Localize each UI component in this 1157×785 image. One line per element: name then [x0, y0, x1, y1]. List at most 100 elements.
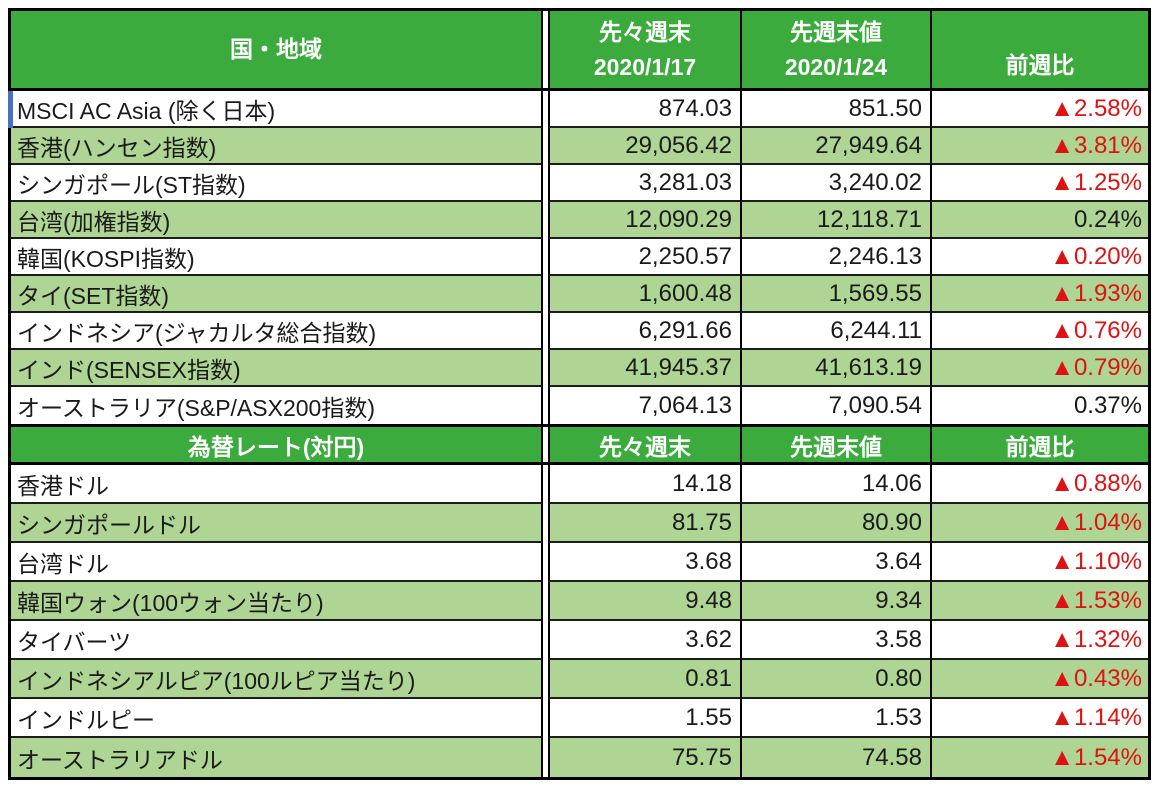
- cell-prev-weekend-value[interactable]: 3.62: [548, 621, 740, 660]
- cell-prev-weekend-value[interactable]: 12,090.29: [548, 202, 740, 239]
- cell-country-label[interactable]: タイ(SET指数): [11, 276, 543, 313]
- cell-prev-weekend-value[interactable]: 41,945.37: [548, 350, 740, 387]
- cell-country-label[interactable]: シンガポールドル: [11, 504, 543, 543]
- cell-last-weekend-value[interactable]: 2,246.13: [740, 239, 930, 276]
- column-divider-gap: [543, 276, 548, 313]
- cell-last-weekend-value[interactable]: 3.64: [740, 543, 930, 582]
- cell-country-label[interactable]: オーストラリア(S&P/ASX200指数): [11, 387, 543, 424]
- cell-prev-weekend-value[interactable]: 75.75: [548, 738, 740, 777]
- header-fx-prev-weekend[interactable]: 先々週末: [548, 424, 740, 465]
- cell-week-change[interactable]: 0.24%: [930, 202, 1148, 239]
- table-row: 香港ドル 14.18 14.06 ▲0.88%: [11, 465, 1148, 504]
- cell-week-change[interactable]: ▲1.25%: [930, 165, 1148, 202]
- header-fx-rate-vs-yen[interactable]: 為替レート(対円): [11, 424, 543, 465]
- cell-country-label[interactable]: インドネシア(ジャカルタ総合指数): [11, 313, 543, 350]
- cell-week-change[interactable]: ▲1.14%: [930, 699, 1148, 738]
- cell-week-change[interactable]: ▲0.43%: [930, 660, 1148, 699]
- cell-last-weekend-value[interactable]: 14.06: [740, 465, 930, 504]
- cell-last-weekend-value[interactable]: 1.53: [740, 699, 930, 738]
- column-divider-gap: [543, 91, 548, 128]
- cell-week-change[interactable]: ▲0.20%: [930, 239, 1148, 276]
- cell-prev-weekend-value[interactable]: 9.48: [548, 582, 740, 621]
- header-fx-last-weekend[interactable]: 先週末値: [740, 424, 930, 465]
- cell-week-change[interactable]: ▲1.93%: [930, 276, 1148, 313]
- header-prev-weekend-label: 先々週末: [599, 19, 691, 45]
- cell-prev-weekend-value[interactable]: 1.55: [548, 699, 740, 738]
- cell-week-change[interactable]: ▲3.81%: [930, 128, 1148, 165]
- cell-prev-weekend-value[interactable]: 3,281.03: [548, 165, 740, 202]
- cell-last-weekend-value[interactable]: 74.58: [740, 738, 930, 777]
- column-divider-gap: [543, 504, 548, 543]
- header-last-weekend-date: 2020/1/24: [784, 53, 888, 80]
- cell-prev-weekend-value[interactable]: 29,056.42: [548, 128, 740, 165]
- cell-country-label[interactable]: 台湾ドル: [11, 543, 543, 582]
- cell-country-label[interactable]: インド(SENSEX指数): [11, 350, 543, 387]
- cell-last-weekend-value[interactable]: 41,613.19: [740, 350, 930, 387]
- cell-country-label[interactable]: 台湾(加権指数): [11, 202, 543, 239]
- cell-last-weekend-value[interactable]: 12,118.71: [740, 202, 930, 239]
- header-last-weekend-label: 先週末値: [790, 19, 882, 45]
- column-divider-gap: [543, 582, 548, 621]
- cell-week-change[interactable]: 0.37%: [930, 387, 1148, 424]
- cell-country-label[interactable]: インドネシアルピア(100ルピア当たり): [11, 660, 543, 699]
- column-divider-gap: [543, 387, 548, 424]
- cell-prev-weekend-value[interactable]: 7,064.13: [548, 387, 740, 424]
- cell-prev-weekend-value[interactable]: 81.75: [548, 504, 740, 543]
- cell-country-label[interactable]: オーストラリアドル: [11, 738, 543, 777]
- cell-week-change[interactable]: ▲0.76%: [930, 313, 1148, 350]
- table-row: インドルピー 1.55 1.53 ▲1.14%: [11, 699, 1148, 738]
- cell-last-weekend-value[interactable]: 6,244.11: [740, 313, 930, 350]
- cell-last-weekend-value[interactable]: 3,240.02: [740, 165, 930, 202]
- cell-last-weekend-value[interactable]: 27,949.64: [740, 128, 930, 165]
- cell-country-label[interactable]: インドルピー: [11, 699, 543, 738]
- cell-last-weekend-value[interactable]: 851.50: [740, 91, 930, 128]
- table-row: シンガポール(ST指数) 3,281.03 3,240.02 ▲1.25%: [11, 165, 1148, 202]
- header-country-region[interactable]: 国・地域: [11, 11, 543, 91]
- table-row: インド(SENSEX指数) 41,945.37 41,613.19 ▲0.79%: [11, 350, 1148, 387]
- cell-last-weekend-value[interactable]: 1,569.55: [740, 276, 930, 313]
- header-last-weekend[interactable]: 先週末値 2020/1/24: [740, 11, 930, 91]
- asia-markets-table: 国・地域 先々週末 2020/1/17 先週末値 2020/1/24 前週比 M…: [8, 8, 1151, 780]
- column-divider-gap: [543, 424, 548, 465]
- cell-country-label[interactable]: シンガポール(ST指数): [11, 165, 543, 202]
- cell-country-label[interactable]: 香港ドル: [11, 465, 543, 504]
- cell-week-change[interactable]: ▲0.88%: [930, 465, 1148, 504]
- cell-country-label[interactable]: 香港(ハンセン指数): [11, 128, 543, 165]
- table-row: タイバーツ 3.62 3.58 ▲1.32%: [11, 621, 1148, 660]
- header-prev-weekend[interactable]: 先々週末 2020/1/17: [548, 11, 740, 91]
- cell-prev-weekend-value[interactable]: 1,600.48: [548, 276, 740, 313]
- cell-week-change[interactable]: ▲1.53%: [930, 582, 1148, 621]
- cell-last-weekend-value[interactable]: 9.34: [740, 582, 930, 621]
- cell-prev-weekend-value[interactable]: 2,250.57: [548, 239, 740, 276]
- cell-prev-weekend-value[interactable]: 3.68: [548, 543, 740, 582]
- cell-last-weekend-value[interactable]: 0.80: [740, 660, 930, 699]
- cell-last-weekend-value[interactable]: 7,090.54: [740, 387, 930, 424]
- column-divider-gap: [543, 202, 548, 239]
- cell-week-change[interactable]: ▲1.04%: [930, 504, 1148, 543]
- fx-header-row: 為替レート(対円) 先々週末 先週末値 前週比: [11, 424, 1148, 465]
- column-divider-gap: [543, 239, 548, 276]
- cell-country-label[interactable]: 韓国ウォン(100ウォン当たり): [11, 582, 543, 621]
- table-row: シンガポールドル 81.75 80.90 ▲1.04%: [11, 504, 1148, 543]
- cell-week-change[interactable]: ▲1.10%: [930, 543, 1148, 582]
- cell-country-label[interactable]: MSCI AC Asia (除く日本): [11, 91, 543, 128]
- column-divider-gap: [543, 621, 548, 660]
- cell-week-change[interactable]: ▲1.32%: [930, 621, 1148, 660]
- cell-last-weekend-value[interactable]: 80.90: [740, 504, 930, 543]
- cell-prev-weekend-value[interactable]: 6,291.66: [548, 313, 740, 350]
- cell-prev-weekend-value[interactable]: 0.81: [548, 660, 740, 699]
- header-fx-week-change[interactable]: 前週比: [930, 424, 1148, 465]
- cell-week-change[interactable]: ▲1.54%: [930, 738, 1148, 777]
- cell-prev-weekend-value[interactable]: 874.03: [548, 91, 740, 128]
- header-week-change[interactable]: 前週比: [930, 11, 1148, 91]
- table-row: 韓国(KOSPI指数) 2,250.57 2,246.13 ▲0.20%: [11, 239, 1148, 276]
- cell-country-label[interactable]: タイバーツ: [11, 621, 543, 660]
- cell-last-weekend-value[interactable]: 3.58: [740, 621, 930, 660]
- column-divider-gap: [543, 738, 548, 777]
- cell-week-change[interactable]: ▲0.79%: [930, 350, 1148, 387]
- cell-country-label[interactable]: 韓国(KOSPI指数): [11, 239, 543, 276]
- cell-prev-weekend-value[interactable]: 14.18: [548, 465, 740, 504]
- cell-week-change[interactable]: ▲2.58%: [930, 91, 1148, 128]
- table-row: 台湾ドル 3.68 3.64 ▲1.10%: [11, 543, 1148, 582]
